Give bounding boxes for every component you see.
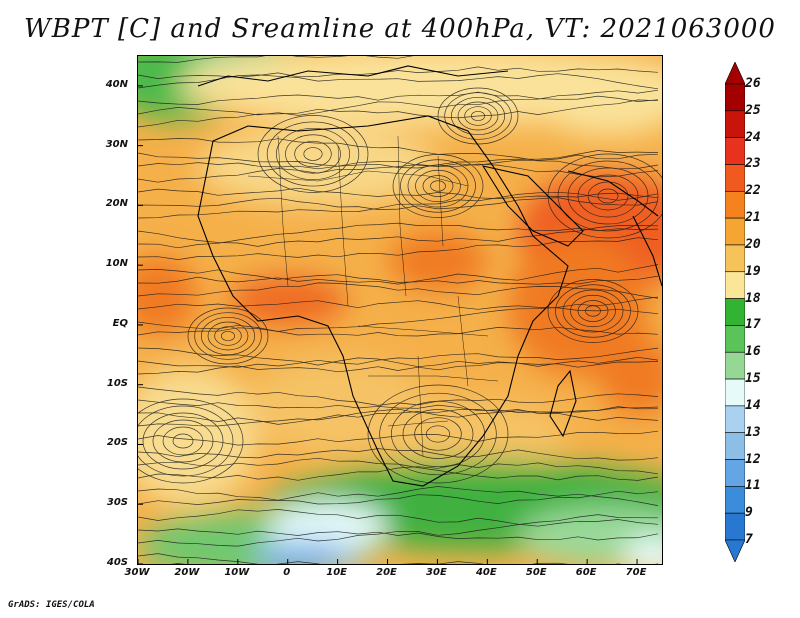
colorbar-segment xyxy=(725,110,745,138)
colorbar-label: 14 xyxy=(745,397,761,413)
colorbar-label: 9 xyxy=(745,505,753,521)
lat-tick-label: 30S xyxy=(106,497,128,509)
colorbar-segment xyxy=(725,459,745,487)
colorbar-segment xyxy=(725,190,745,219)
colorbar-segment xyxy=(725,325,745,353)
colorbar-label: 18 xyxy=(745,290,761,306)
colorbar-segment xyxy=(725,83,745,112)
lat-tick-label: EQ xyxy=(112,317,128,329)
wbpt-field xyxy=(138,56,662,564)
colorbar-label: 22 xyxy=(745,183,761,199)
colorbar xyxy=(725,62,745,562)
lat-tick-label: 20N xyxy=(105,198,128,210)
country-borders xyxy=(247,135,499,457)
map-panel xyxy=(137,55,663,565)
credit-text: GrADS: IGES/COLA xyxy=(8,600,95,610)
colorbar-label: 12 xyxy=(745,451,761,467)
lon-tick-label: 60E xyxy=(575,567,597,578)
colorbar-label: 20 xyxy=(745,236,761,252)
lon-tick-label: 30W xyxy=(124,567,150,578)
lon-tick-label: 10E xyxy=(326,567,347,578)
colorbar-segment xyxy=(725,217,745,246)
lat-tick-label: 10N xyxy=(105,258,128,270)
lat-tick-label: 10S xyxy=(106,377,128,389)
colorbar-label: 19 xyxy=(745,263,761,279)
colorbar-segment xyxy=(725,244,745,273)
colorbar-segment xyxy=(725,405,745,434)
lon-tick-label: 10W xyxy=(224,567,250,578)
colorbar-segment xyxy=(725,271,745,299)
lon-tick-label: 30E xyxy=(426,567,447,578)
colorbar-segment xyxy=(725,486,745,514)
colorbar-label: 13 xyxy=(745,424,761,440)
lon-tick-label: 0 xyxy=(283,567,291,578)
colorbar-label: 11 xyxy=(745,478,761,494)
lon-tick-label: 70E xyxy=(625,567,647,578)
colorbar-label: 15 xyxy=(745,371,761,387)
coastlines xyxy=(197,65,662,487)
lat-tick-label: 30N xyxy=(105,138,128,150)
colorbar-segment xyxy=(725,512,745,541)
lon-tick-label: 20W xyxy=(174,567,200,578)
colorbar-segment xyxy=(725,432,745,460)
lon-tick-label: 20E xyxy=(376,567,397,578)
lat-tick-label: 40N xyxy=(105,78,128,90)
streamlines xyxy=(138,56,662,564)
colorbar-label: 16 xyxy=(745,344,761,360)
colorbar-label: 23 xyxy=(745,156,761,172)
chart-title: WBPT [C] and Sreamline at 400hPa, VT: 20… xyxy=(24,14,776,44)
colorbar-segment xyxy=(725,298,745,326)
lat-tick-label: 40S xyxy=(106,557,128,568)
colorbar-segment xyxy=(725,378,745,407)
colorbar-top-arrow xyxy=(725,62,745,85)
colorbar-label: 26 xyxy=(745,76,761,91)
colorbar-label: 7 xyxy=(745,532,753,547)
colorbar-segment xyxy=(725,164,745,192)
colorbar-segment xyxy=(725,351,745,380)
lon-tick-label: 50E xyxy=(525,567,547,578)
lon-tick-label: 40E xyxy=(475,567,497,578)
colorbar-label: 21 xyxy=(745,210,761,226)
colorbar-segment xyxy=(725,137,745,165)
colorbar-bottom-arrow xyxy=(725,539,745,562)
colorbar-label: 25 xyxy=(745,102,761,118)
lat-tick-label: 20S xyxy=(106,437,128,449)
colorbar-label: 17 xyxy=(745,317,761,333)
colorbar-label: 24 xyxy=(745,129,761,145)
axis-ticks xyxy=(138,85,638,564)
